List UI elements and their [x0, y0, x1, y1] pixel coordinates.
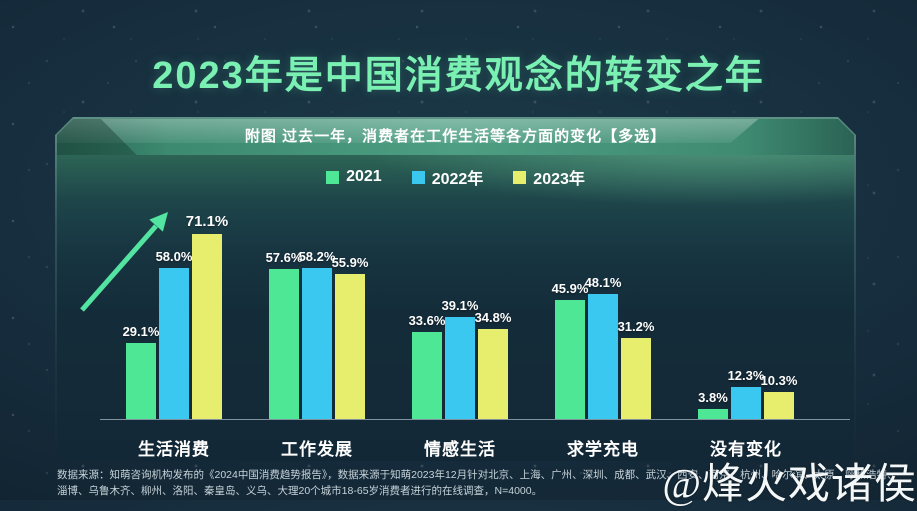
bar-value-label: 33.6%: [408, 313, 446, 328]
plot-area: 29.1% 58.0% 71.1% 57.6% 58.2% 55.9% 33.6% 39.1%…: [100, 179, 850, 419]
legend-swatch-icon: [326, 171, 339, 184]
bar-2023年-求学充电: [621, 338, 651, 419]
bar-value-label: 58.0%: [155, 249, 193, 264]
bar-value-label: 39.1%: [441, 298, 479, 313]
bar-value-label: 57.6%: [265, 250, 303, 265]
chart-legend: 2021 2022年 2023年: [57, 165, 854, 189]
bar-2021-情感生活: [412, 332, 442, 419]
page-title: 2023年是中国消费观念的转变之年: [152, 55, 765, 97]
bar-value-label: 31.2%: [617, 319, 655, 334]
legend-item: 2022年: [412, 165, 484, 189]
bar-2023年-情感生活: [478, 329, 508, 419]
legend-label: 2022年: [431, 171, 484, 188]
bar-2022年-求学充电: [588, 294, 618, 419]
chart-panel-inner: 附图 过去一年，消费者在工作生活等各方面的变化【多选】 2021 2022年 202…: [57, 119, 854, 461]
data-source-line1: 数据来源：知萌咨询机构发布的《2024中国消费趋势报告》，数据来源于知萌2023…: [57, 469, 898, 481]
bar-value-label: 29.1%: [122, 324, 160, 339]
x-axis-line: [100, 419, 850, 420]
bar-2022年-没有变化: [731, 387, 761, 419]
bar-value-label: 3.8%: [698, 390, 728, 405]
bar-2021-求学充电: [555, 300, 585, 419]
legend-swatch-icon: [412, 171, 425, 184]
legend-swatch-icon: [513, 171, 526, 184]
bar-2021-工作发展: [269, 269, 299, 419]
category-label: 没有变化: [710, 440, 782, 459]
data-source-line2: 淄博、乌鲁木齐、柳州、洛阳、秦皇岛、义乌、大理20个城市18-65岁消费者进行的…: [57, 484, 543, 497]
bar-value-label: 34.8%: [474, 310, 512, 325]
category-label: 生活消费: [138, 440, 210, 459]
legend-item: 2021: [326, 168, 382, 186]
bar-value-label: 10.3%: [760, 373, 798, 388]
rising-trend-arrow-icon: [72, 204, 182, 319]
category-label: 情感生活: [424, 440, 496, 459]
bar-2022年-情感生活: [445, 317, 475, 419]
legend-label: 2023年: [533, 171, 585, 188]
chart-caption: 附图 过去一年，消费者在工作生活等各方面的变化【多选】: [244, 128, 667, 145]
bar-value-label: 58.2%: [298, 249, 336, 264]
bar-value-label: 71.1%: [185, 213, 229, 230]
bar-2023年-生活消费: [192, 234, 222, 419]
bar-value-label: 45.9%: [551, 281, 589, 296]
bar-2022年-工作发展: [302, 268, 332, 419]
chart-caption-banner: 附图 过去一年，消费者在工作生活等各方面的变化【多选】: [57, 119, 854, 155]
legend-item: 2023年: [513, 165, 585, 189]
chart-panel: 附图 过去一年，消费者在工作生活等各方面的变化【多选】 2021 2022年 202…: [55, 117, 856, 463]
category-axis: 生活消费 工作发展 情感生活 求学充电 没有变化: [100, 435, 850, 459]
banner-highlight-strip: [57, 119, 854, 143]
bar-2021-没有变化: [698, 409, 728, 419]
data-source-note: 数据来源：知萌咨询机构发布的《2024中国消费趋势报告》，数据来源于知萌2023…: [57, 468, 917, 499]
legend-label: 2021: [346, 168, 382, 185]
bar-value-label: 12.3%: [727, 368, 765, 383]
bar-2023年-工作发展: [335, 274, 365, 419]
category-label: 工作发展: [281, 440, 353, 459]
watermark: @烽火戏诸侯: [662, 462, 917, 508]
bar-value-label: 48.1%: [584, 275, 622, 290]
bar-value-label: 55.9%: [331, 255, 369, 270]
bar-2023年-没有变化: [764, 392, 794, 419]
bar-2022年-生活消费: [159, 268, 189, 419]
category-label: 求学充电: [567, 440, 639, 459]
bar-2021-生活消费: [126, 343, 156, 419]
